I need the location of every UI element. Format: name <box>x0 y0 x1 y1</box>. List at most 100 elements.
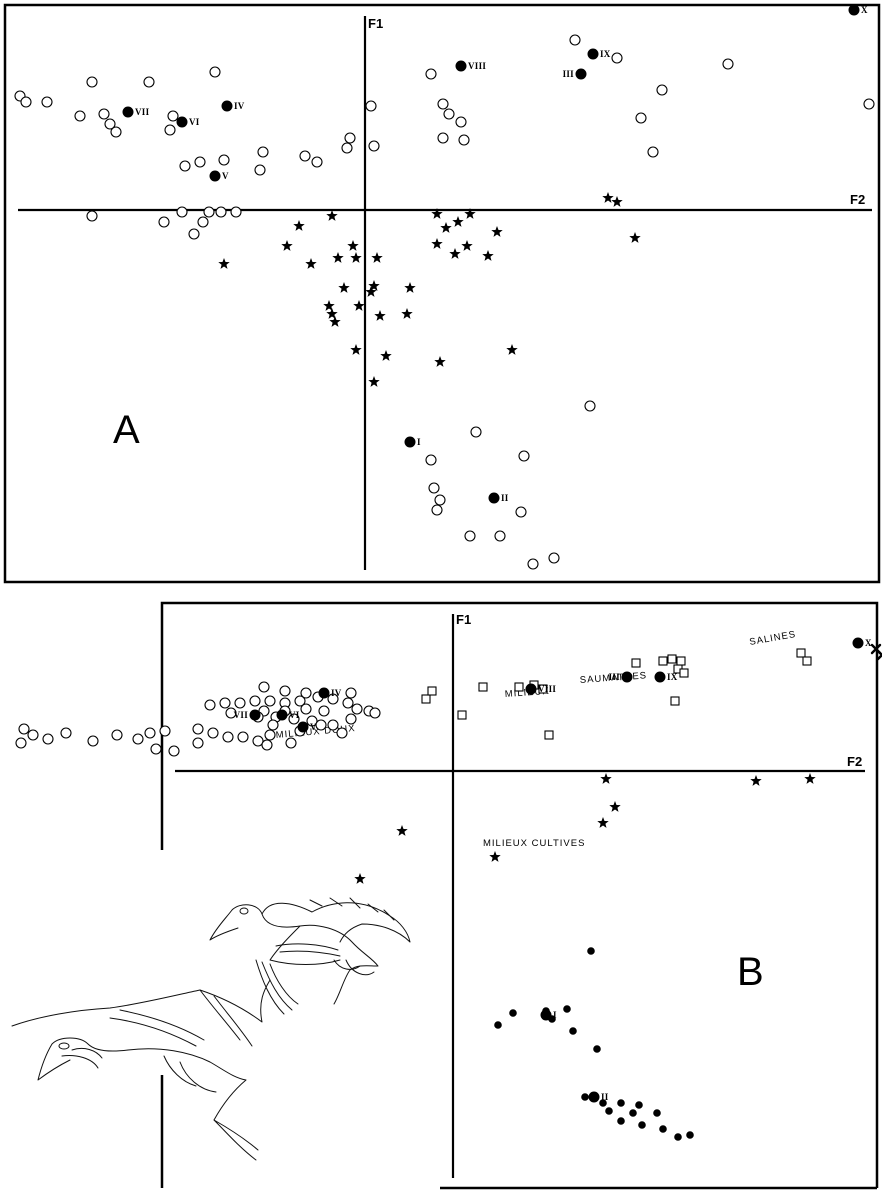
panel-a-open-circle-point <box>86 76 98 88</box>
panel-b-open-circle-point <box>369 707 381 719</box>
panel-b-small-dot-point <box>563 1005 571 1013</box>
panel-a-star-point <box>218 258 230 269</box>
panel-a-star-point <box>326 210 338 221</box>
panel-a-centroid-point <box>122 106 134 118</box>
panel-a-star-point <box>491 226 503 237</box>
panel-a-open-circle-point <box>104 118 116 130</box>
panel-a-open-circle-point <box>74 110 86 122</box>
panel-a-centroid-point <box>575 68 587 80</box>
panel-a-f2-label: F2 <box>850 192 865 207</box>
panel-b-open-circle-point <box>87 735 99 747</box>
group-label-milieux-cultives: MILIEUX CULTIVES <box>483 838 585 849</box>
panel-b-star-point <box>750 775 762 786</box>
group-label-salines: SALINES <box>749 629 797 648</box>
panel-b-open-circle-point <box>336 727 348 739</box>
panel-a-centroid-point <box>176 116 188 128</box>
panel-b-point-label: X <box>865 638 872 648</box>
panel-b-small-dot-point <box>638 1121 646 1129</box>
panel-a-open-circle-point <box>86 210 98 222</box>
panel-a-open-circle-point <box>209 66 221 78</box>
panel-a-open-circle-point <box>722 58 734 70</box>
panel-a-point-label: IX <box>600 49 611 59</box>
panel-b-centroid-point <box>297 721 309 733</box>
upper-duck-drawing <box>209 897 411 1015</box>
panel-b-star-point <box>354 873 366 884</box>
panel-b-square-point <box>421 694 431 704</box>
panel-a-open-circle-point <box>341 142 353 154</box>
panel-a-star-point <box>326 308 338 319</box>
panel-b-square-point <box>802 656 812 666</box>
panel-a-open-circle-point <box>368 140 380 152</box>
panel-a-open-circle-point <box>428 482 440 494</box>
panel-a-star-point <box>368 280 380 291</box>
panel-a-open-circle-point <box>164 124 176 136</box>
panel-b-square-point <box>457 710 467 720</box>
panel-a-star-point <box>452 216 464 227</box>
panel-b-square-point <box>514 682 524 692</box>
panel-b-open-circle-point <box>237 731 249 743</box>
panel-a-star-point <box>431 208 443 219</box>
panel-a-open-circle-point <box>635 112 647 124</box>
pintail-ducks-illustration <box>11 897 411 1161</box>
panel-b-open-circle-point <box>315 719 327 731</box>
panel-a-star-point <box>461 240 473 251</box>
panel-b-point-label: V <box>310 722 317 732</box>
panel-a-star-point <box>611 196 623 207</box>
panel-b-open-circle-point <box>234 697 246 709</box>
panel-a-open-circle-point <box>647 146 659 158</box>
panel-a-star-point <box>329 316 341 327</box>
panel-b-square-point <box>670 696 680 706</box>
panel-a-star-point <box>347 240 359 251</box>
panel-b-open-circle-point <box>264 729 276 741</box>
panel-a-open-circle-point <box>455 116 467 128</box>
panel-b-open-circle-point <box>252 735 264 747</box>
panel-b-open-circle-point <box>351 703 363 715</box>
panel-b-square-point <box>478 682 488 692</box>
panel-b-open-circle-point <box>150 743 162 755</box>
panel-a-open-circle-point <box>194 156 206 168</box>
panel-b-point-label: IV <box>331 688 342 698</box>
panel-b-open-circle-point <box>27 729 39 741</box>
panel-a-letter: A <box>113 408 140 452</box>
panel-a-star-point <box>353 300 365 311</box>
panel-b-letter: B <box>737 950 764 994</box>
panel-b-star-point <box>597 817 609 828</box>
panel-b-open-circle-point <box>111 729 123 741</box>
panel-a-centroid-point <box>404 436 416 448</box>
panel-b-square-point <box>796 648 806 658</box>
panel-b-point-label: IX <box>667 672 678 682</box>
panel-a-star-point <box>629 232 641 243</box>
panel-a-centroid-point <box>587 48 599 60</box>
panel-a-open-circle-point <box>584 400 596 412</box>
panel-b-open-circle-point <box>132 733 144 745</box>
panel-a-star-point <box>305 258 317 269</box>
panel-a-star-point <box>506 344 518 355</box>
panel-b-point-label: VI <box>289 710 300 720</box>
panel-b-open-circle-point <box>300 687 312 699</box>
panel-b-open-circle-point <box>345 687 357 699</box>
panel-b-open-circle-point <box>159 725 171 737</box>
panel-b-centroid-point <box>318 687 330 699</box>
panel-a-point-label: IV <box>234 101 245 111</box>
panel-a-point-label: V <box>222 171 229 181</box>
panel-a-star-point <box>338 282 350 293</box>
panel-b-open-circle-point <box>267 719 279 731</box>
panel-b-small-dot-point <box>509 1009 517 1017</box>
panel-b-open-circle-point <box>60 727 72 739</box>
panel-b-open-circle-point <box>306 715 318 727</box>
panel-b-open-circle-point <box>219 697 231 709</box>
panel-a-open-circle-point <box>434 494 446 506</box>
panel-b-open-circle-point <box>249 695 261 707</box>
panel-b-point-label: III <box>609 672 621 682</box>
panel-a-centroid-point <box>209 170 221 182</box>
panel-a-open-circle-point <box>494 530 506 542</box>
panel-b-open-circle-point <box>288 713 300 725</box>
panel-b-open-circle-point <box>207 727 219 739</box>
panel-b-small-dot-point <box>494 1021 502 1029</box>
panel-a-star-point <box>368 376 380 387</box>
panel-a-open-circle-point <box>215 206 227 218</box>
panel-b-square-point <box>631 658 641 668</box>
lower-duck-drawing <box>11 979 271 1161</box>
panel-b-square-point <box>538 684 548 694</box>
